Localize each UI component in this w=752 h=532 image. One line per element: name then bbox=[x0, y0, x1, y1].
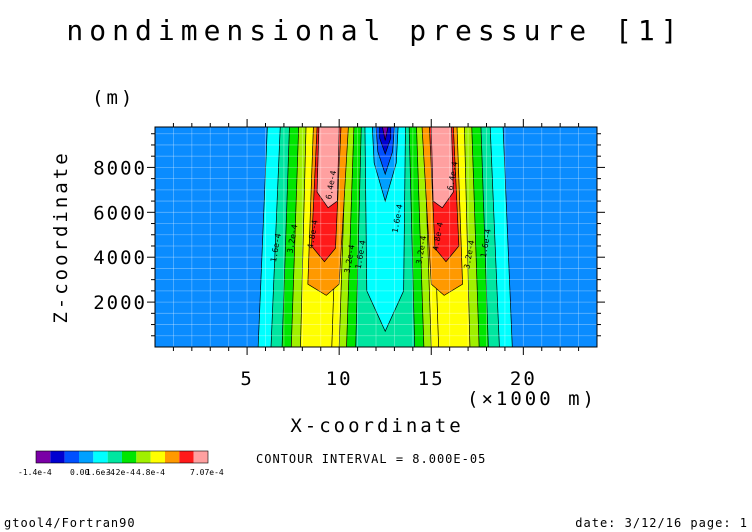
colorbar-swatch-3 bbox=[64, 451, 79, 463]
grid-lines bbox=[155, 127, 597, 347]
y-axis-unit: (m) bbox=[92, 87, 135, 109]
right-lobe-band-3 bbox=[430, 127, 454, 209]
x-axis-label: X-coordinate bbox=[290, 415, 463, 437]
footer-right-text: date: 3/12/16 page: 1 bbox=[575, 516, 748, 530]
trough-band-5 bbox=[364, 127, 406, 333]
colorbar-tick-label: 4.8e-4 bbox=[136, 468, 165, 477]
colorbar-swatch-8 bbox=[136, 451, 151, 463]
colorbar-swatch-6 bbox=[107, 451, 122, 463]
colorbar: 7.07e-4 -1.4e-4 0.001.6e-43.2e-4 4.8e-4 bbox=[18, 450, 224, 477]
colorbar-swatch-9 bbox=[150, 451, 165, 463]
y-axis-label: Z-coordinate bbox=[50, 150, 72, 323]
footer-left-text: gtool4/Fortran90 bbox=[4, 516, 136, 530]
y-tick-label: 6000 bbox=[93, 202, 147, 224]
colorbar-tick-label: 3.2e-4 bbox=[106, 468, 135, 477]
colorbar-tick-label: 1.6e-4 bbox=[86, 468, 115, 477]
plot-area: 1.6e-4 3.2e-4 4.8e-46.4e-43.2e-41.6e-41.6e… bbox=[147, 119, 605, 355]
trough-band-9 bbox=[382, 127, 389, 141]
x-tick-label: 5 bbox=[240, 368, 253, 390]
colorbar-tick-label: 0.00 bbox=[70, 468, 89, 477]
colorbar-swatch-1 bbox=[36, 451, 51, 463]
y-tick-label: 2000 bbox=[93, 292, 147, 314]
y-tick-label: 8000 bbox=[93, 157, 147, 179]
contour-interval-text: CONTOUR INTERVAL = 8.000E-05 bbox=[256, 452, 486, 466]
x-axis-unit: (×1000 m) bbox=[467, 388, 597, 410]
x-tick-labels: 5 10 15 20 bbox=[240, 368, 537, 390]
left-lobe-band-3 bbox=[316, 127, 340, 209]
colorbar-swatch-5 bbox=[93, 451, 108, 463]
chart-title: nondimensional pressure [1] bbox=[66, 14, 683, 47]
colorbar-swatch-10 bbox=[165, 451, 180, 463]
y-tick-labels: 2000 4000 6000 8000 bbox=[93, 157, 147, 314]
colorbar-swatch-11 bbox=[179, 451, 194, 463]
x-tick-label: 10 bbox=[326, 368, 353, 390]
axis-ticks bbox=[147, 119, 605, 355]
colorbar-swatch-2 bbox=[50, 451, 65, 463]
colorbar-tick-label: -1.4e-4 bbox=[18, 468, 52, 477]
x-tick-label: 20 bbox=[510, 368, 537, 390]
colorbar-swatch-12 bbox=[193, 451, 208, 463]
colorbar-swatch-7 bbox=[122, 451, 137, 463]
y-tick-label: 4000 bbox=[93, 247, 147, 269]
colorbar-max-label: 7.07e-4 bbox=[190, 468, 224, 477]
x-tick-label: 15 bbox=[418, 368, 445, 390]
colorbar-swatch-4 bbox=[79, 451, 94, 463]
